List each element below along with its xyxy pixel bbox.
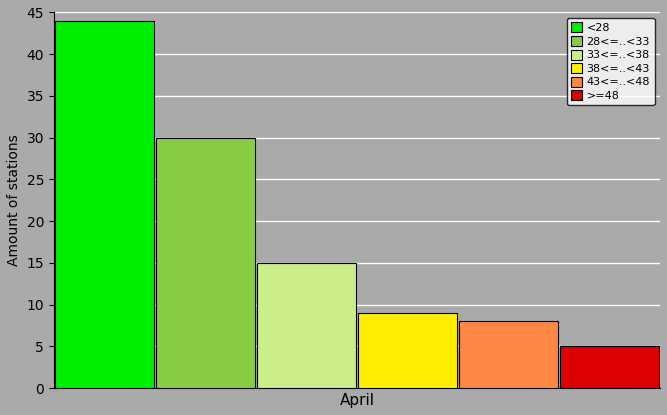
Bar — [55, 21, 154, 388]
Bar — [459, 321, 558, 388]
Y-axis label: Amount of stations: Amount of stations — [7, 134, 21, 266]
Bar — [257, 263, 356, 388]
Bar — [358, 313, 457, 388]
Legend: <28, 28<=..<33, 33<=..<38, 38<=..<43, 43<=..<48, >=48: <28, 28<=..<33, 33<=..<38, 38<=..<43, 43… — [566, 18, 654, 105]
Bar — [156, 138, 255, 388]
Bar — [560, 347, 659, 388]
